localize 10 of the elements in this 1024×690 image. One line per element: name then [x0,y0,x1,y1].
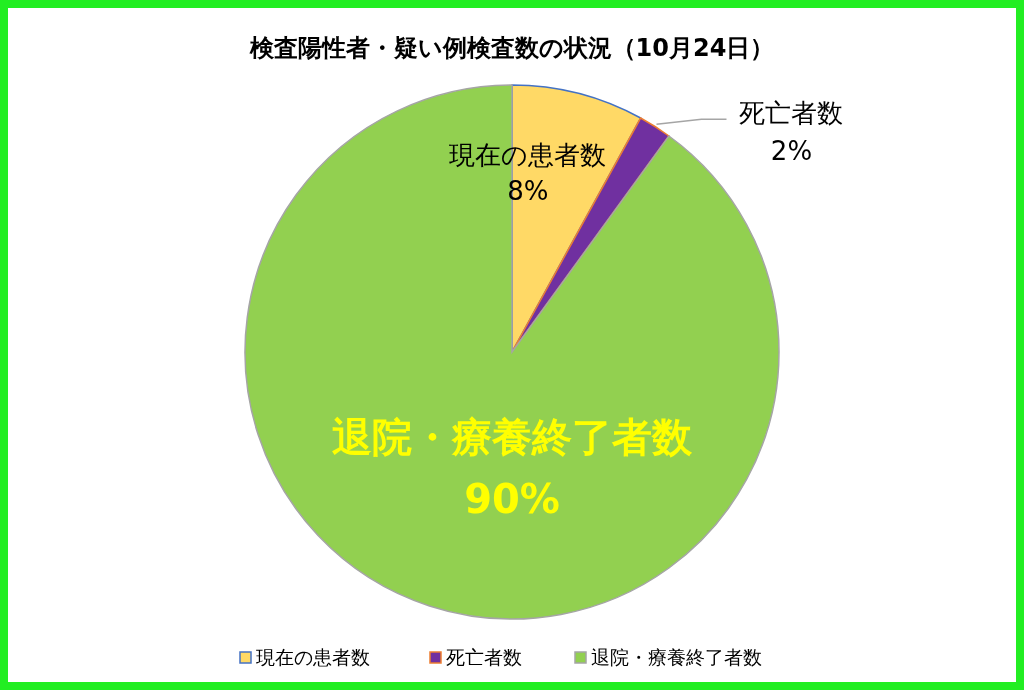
data-label: 90% [464,476,560,523]
legend-label: 死亡者数 [446,646,522,668]
slice-label: 退院・療養終了者数 [332,414,693,461]
legend-label: 現在の患者数 [256,646,370,668]
data-label: 2% [770,136,813,167]
data-label: 8% [507,175,549,206]
legend-label: 退院・療養終了者数 [591,646,762,668]
slice-label: 現在の患者数 [449,139,607,170]
chart-title: 検査陽性者・疑い例検査数の状況（10月24日） [248,34,775,62]
slice-label: 死亡者数 [739,98,844,129]
